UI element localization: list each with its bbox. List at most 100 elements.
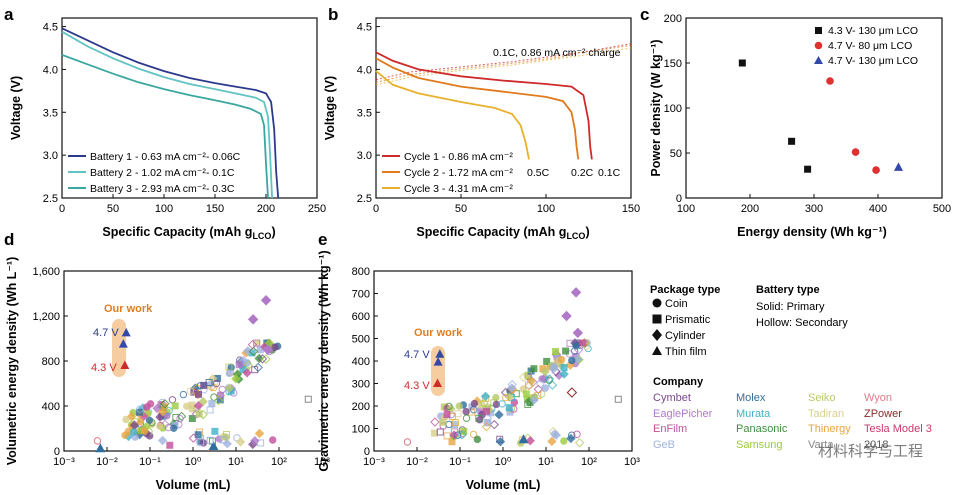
panel-d-data-point bbox=[179, 390, 188, 399]
panel-a-ytick-label: 4.5 bbox=[43, 22, 58, 34]
panel-e-data-point bbox=[544, 374, 555, 384]
panel-b-rate-0p5c: 0.5C bbox=[527, 167, 550, 179]
panel-d-xtick-label: 10³ bbox=[314, 456, 330, 468]
panel-b-xtick-label: 0 bbox=[373, 203, 379, 215]
panel-e-data-point bbox=[552, 347, 560, 355]
panel-d-data-point bbox=[188, 433, 199, 443]
panel-d-data-point bbox=[122, 415, 130, 424]
panel-b-legend: Cycle 1 - 0.86 mA cm⁻² Cycle 2 - 1.72 mA… bbox=[382, 151, 513, 195]
panel-e-data-point bbox=[530, 365, 538, 373]
company-seiko: Seiko bbox=[808, 392, 836, 404]
panel-a-xtick-label: 100 bbox=[155, 203, 173, 215]
panel-e-ytick-label: 100 bbox=[352, 424, 370, 436]
panel-c-point-square bbox=[738, 59, 746, 67]
panel-e-xtick-label: 10⁻² bbox=[406, 456, 428, 468]
panel-e-data-point bbox=[483, 407, 491, 415]
company-wyon: Wyon bbox=[864, 392, 892, 404]
panel-c-xtick-label: 300 bbox=[805, 203, 823, 215]
legend-c-triangle-marker bbox=[814, 56, 823, 64]
panel-e-data-point bbox=[475, 414, 483, 422]
panel-e-frame bbox=[373, 270, 633, 452]
panel-b-label: b bbox=[328, 5, 338, 24]
panel-e-data-point bbox=[538, 390, 546, 398]
panel-e-data-point bbox=[557, 355, 566, 364]
panel-d-data-point bbox=[212, 379, 221, 388]
panel-d-label: d bbox=[4, 230, 14, 249]
panel-c-label: c bbox=[640, 5, 649, 24]
panel-b-ytick-label: 2.5 bbox=[357, 193, 372, 205]
panel-d-work-highlight bbox=[112, 319, 126, 377]
panel-e-data-point bbox=[536, 380, 544, 388]
panel-e-data-point bbox=[568, 356, 576, 365]
panel-d-work-label: Our work bbox=[104, 303, 153, 315]
panel-e-data-point bbox=[543, 357, 551, 365]
panel-e-data-point bbox=[573, 354, 583, 365]
panel-e-data-point bbox=[403, 438, 412, 446]
panel-d-data-point bbox=[188, 415, 196, 423]
company-samsung: Samsung bbox=[736, 439, 782, 451]
legend-b-item-2: Cycle 2 - 1.72 mA cm⁻² bbox=[404, 167, 513, 179]
panel-d-data-point bbox=[164, 423, 173, 432]
panel-c-ytick-label: 150 bbox=[664, 58, 682, 70]
panel-e-xlabel: Volume (mL) bbox=[466, 478, 541, 492]
panel-d-data-point bbox=[206, 436, 214, 444]
panel-d-data-point bbox=[143, 403, 151, 411]
panel-e-data-point bbox=[494, 409, 504, 420]
panel-d-data-point bbox=[93, 437, 102, 445]
panel-e-ytick-label: 800 bbox=[352, 266, 370, 278]
panel-e-data-point bbox=[614, 395, 622, 403]
battery-type-title: Battery type bbox=[756, 284, 820, 296]
panel-e-data-point bbox=[507, 379, 517, 390]
company-molex: Molex bbox=[736, 392, 766, 404]
panel-c-xtick-label: 200 bbox=[741, 203, 759, 215]
panel-e-data-point bbox=[505, 404, 513, 412]
panel-e-ytick-label: 600 bbox=[352, 311, 370, 323]
panel-b-ytick-label: 3.5 bbox=[357, 107, 372, 119]
panel-e-data-point bbox=[572, 327, 584, 339]
panel-e-data-point bbox=[457, 430, 467, 440]
panel-a-xtick-label: 250 bbox=[308, 203, 326, 215]
panel-a-legend: Battery 1 - 0.63 mA cm⁻²- 0.06C Battery … bbox=[68, 151, 241, 195]
panel-d-data-point bbox=[225, 369, 234, 378]
watermark-text: 材料科学与工程 bbox=[818, 443, 923, 460]
panel-e-data-point bbox=[450, 421, 458, 429]
panel-e-work-4p3v: 4.3 V bbox=[404, 380, 430, 392]
panel-c-legend: 4.3 V- 130 μm LCO 4.7 V- 80 μm LCO 4.7 V… bbox=[814, 25, 918, 67]
panel-a-xtick-label: 200 bbox=[257, 203, 275, 215]
panel-d-ytick-label: 1,200 bbox=[32, 311, 60, 323]
panel-b-rate-0p1c: 0.1C bbox=[598, 167, 621, 179]
panel-d-data-point bbox=[243, 360, 254, 370]
panel-e-work-point bbox=[433, 357, 443, 366]
legend-a-item-2: Battery 2 - 1.02 mA cm⁻²- 0.1C bbox=[90, 167, 235, 179]
panel-e-data-point bbox=[483, 418, 491, 427]
panel-d-data-point bbox=[208, 440, 219, 450]
panel-e-data-point bbox=[525, 435, 535, 446]
panel-d-data-point bbox=[176, 414, 184, 423]
panel-d-data-point bbox=[235, 437, 246, 447]
panel-d-work-4p7v: 4.7 V bbox=[93, 327, 119, 339]
panel-e-work-point bbox=[435, 349, 445, 358]
panel-e-data-point bbox=[579, 339, 587, 347]
panel-d-data-point bbox=[262, 344, 274, 355]
panel-d-data-point bbox=[260, 295, 272, 306]
panel-e-data-point bbox=[566, 387, 578, 398]
panel-a-label: a bbox=[4, 5, 14, 24]
panel-d-data-point bbox=[193, 401, 204, 411]
panel-c-point-circle bbox=[851, 148, 860, 156]
panel-e-ytick-label: 300 bbox=[352, 379, 370, 391]
panel-d-data-point bbox=[129, 428, 138, 436]
company-zpower: ZPower bbox=[864, 408, 902, 420]
panel-c-ytick-label: 0 bbox=[676, 193, 682, 205]
panel-e-data-point bbox=[430, 417, 440, 427]
panel-d-work-4p3v: 4.3 V bbox=[91, 362, 117, 374]
panel-d-data-point bbox=[250, 435, 260, 446]
panel-e-data-point bbox=[560, 437, 568, 445]
panel-b-xlabel: Specific Capacity (mAh gLCO) bbox=[416, 225, 589, 241]
panel-d-data-point bbox=[231, 374, 241, 384]
panel-a-xtick-label: 150 bbox=[206, 203, 224, 215]
panel-d-ytick-label: 1,600 bbox=[32, 266, 60, 278]
legend-b-item-1: Cycle 1 - 0.86 mA cm⁻² bbox=[404, 151, 513, 163]
panel-d-data-point bbox=[194, 431, 202, 439]
panel-c-point-square bbox=[788, 137, 796, 145]
